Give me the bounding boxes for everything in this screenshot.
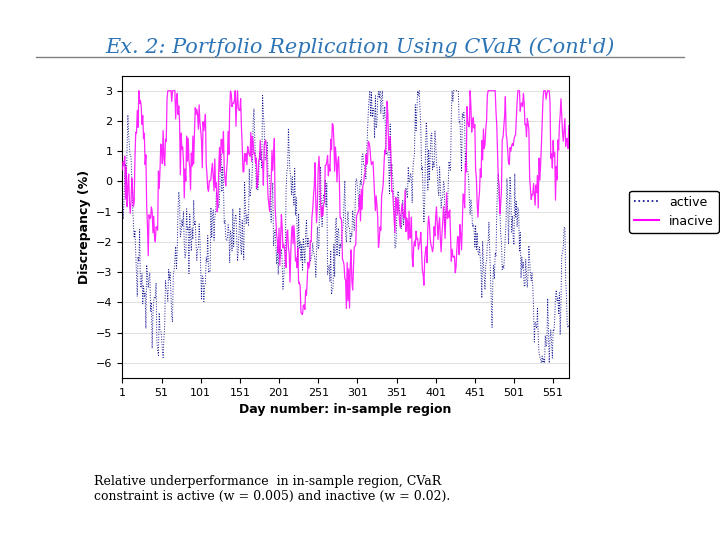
Y-axis label: Discrepancy (%): Discrepancy (%) xyxy=(78,170,91,284)
Text: Ex. 2: Portfolio Replication Using CVaR (Cont'd): Ex. 2: Portfolio Replication Using CVaR … xyxy=(105,38,615,57)
X-axis label: Day number: in-sample region: Day number: in-sample region xyxy=(240,403,451,416)
Text: Relative underperformance  in in-sample region, CVaR
constraint is active (w = 0: Relative underperformance in in-sample r… xyxy=(94,475,450,503)
Legend: active, inacive: active, inacive xyxy=(629,191,719,233)
